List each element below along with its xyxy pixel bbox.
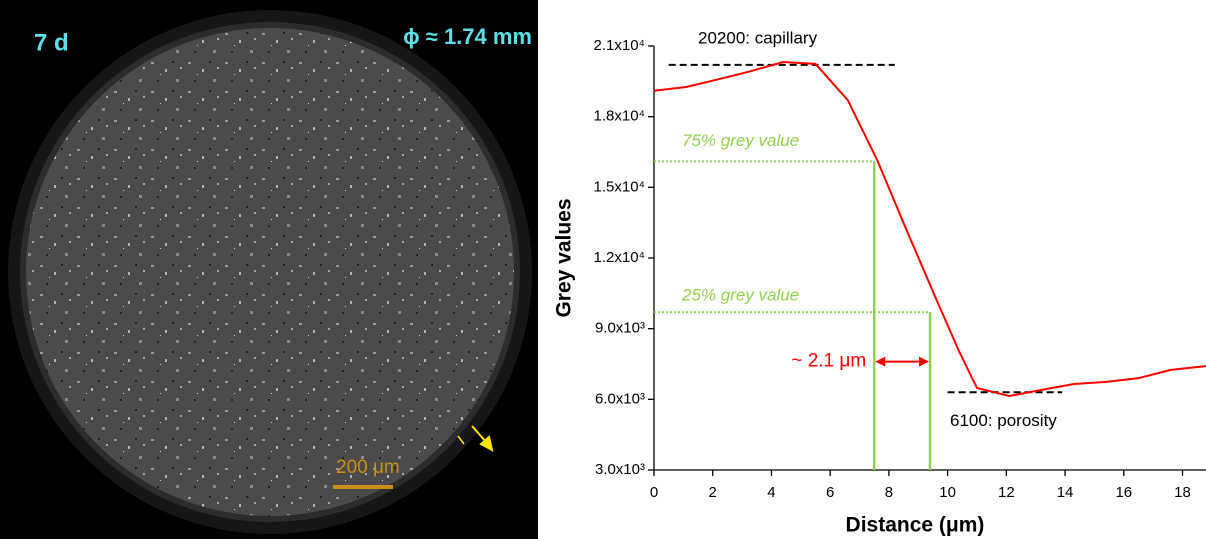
reference-label: 25% grey value xyxy=(681,286,799,305)
x-tick-label: 10 xyxy=(939,484,956,501)
scale-bar-label: 200 μm xyxy=(336,457,400,478)
scale-bar xyxy=(333,485,393,489)
x-tick-label: 12 xyxy=(998,484,1015,501)
x-tick-label: 8 xyxy=(885,484,893,501)
ct-image: 7 d ϕ ≈ 1.74 mm 200 μm xyxy=(0,0,538,539)
x-tick-label: 16 xyxy=(1115,484,1132,501)
arrow-head xyxy=(875,357,885,367)
time-label: 7 d xyxy=(34,29,69,56)
y-tick-label: 2.1x10⁴ xyxy=(594,37,645,54)
arrow-head xyxy=(919,357,929,367)
reference-label: 75% grey value xyxy=(682,131,799,150)
x-tick-label: 18 xyxy=(1174,484,1191,501)
reference-label: 20200: capillary xyxy=(698,28,818,47)
x-tick-label: 6 xyxy=(826,484,834,501)
reference-label: 6100: porosity xyxy=(950,411,1057,430)
x-tick-label: 2 xyxy=(709,484,717,501)
y-tick-label: 3.0x10³ xyxy=(595,461,645,478)
diameter-label: ϕ ≈ 1.74 mm xyxy=(403,24,532,49)
width-label: ~ 2.1 μm xyxy=(791,351,866,372)
x-tick-label: 4 xyxy=(767,484,775,501)
x-tick-label: 14 xyxy=(1057,484,1074,501)
x-axis-title: Distance (μm) xyxy=(846,514,985,537)
chart: Grey values Distance (μm) 3.0x10³ 6.0x10³… xyxy=(553,28,1206,536)
y-tick-label: 9.0x10³ xyxy=(595,320,645,337)
y-tick-label: 1.8x10⁴ xyxy=(594,108,645,125)
y-tick-label: 1.5x10⁴ xyxy=(594,178,645,195)
figure: 7 d ϕ ≈ 1.74 mm 200 μm Grey values Dista… xyxy=(0,0,1206,539)
y-axis-title: Grey values xyxy=(553,198,576,317)
y-tick-label: 6.0x10³ xyxy=(595,390,645,407)
x-tick-label: 0 xyxy=(650,484,658,501)
y-tick-label: 1.2x10⁴ xyxy=(594,249,645,266)
